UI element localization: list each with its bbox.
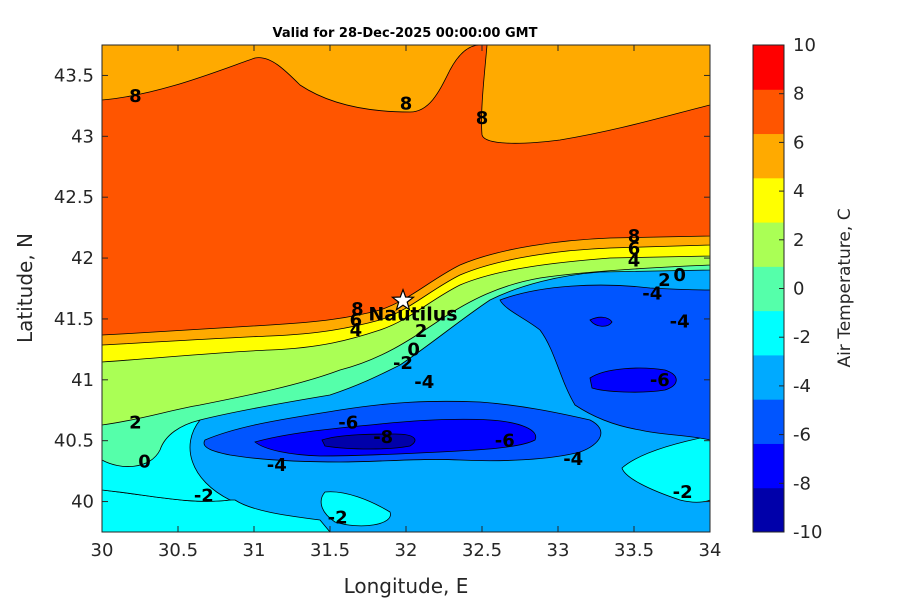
colorbar-tick-label: -10 bbox=[793, 522, 822, 543]
contour-label: 2 bbox=[129, 412, 142, 433]
x-tick-label: 34 bbox=[699, 540, 722, 561]
station-star-icon bbox=[390, 287, 416, 312]
x-tick-label: 32 bbox=[395, 540, 418, 561]
colorbar-swatch bbox=[753, 443, 784, 489]
contour-label: 2 bbox=[658, 270, 671, 291]
colorbar-tick-label: 4 bbox=[793, 181, 804, 202]
contour-label: -4 bbox=[414, 372, 434, 393]
contour-label: 2 bbox=[415, 321, 428, 342]
contour-label: 0 bbox=[138, 451, 151, 472]
colorbar-tick-label: -4 bbox=[793, 376, 811, 397]
contour-label: -4 bbox=[670, 311, 690, 332]
contour-label: -4 bbox=[642, 283, 662, 304]
contour-label: 0 bbox=[673, 265, 686, 286]
contour-label: -2 bbox=[328, 507, 348, 528]
contour-band-minus6-east bbox=[499, 284, 710, 441]
colorbar-swatch bbox=[753, 310, 784, 356]
station-label: Nautilus bbox=[368, 304, 457, 326]
y-tick-label: 42 bbox=[71, 248, 94, 269]
contour-label: -6 bbox=[495, 431, 515, 452]
colorbar-tick-label: 8 bbox=[793, 84, 804, 105]
y-tick-label: 41 bbox=[71, 370, 94, 391]
contour-label: -2 bbox=[393, 353, 413, 374]
y-tick-label: 40 bbox=[71, 492, 94, 513]
contour-plot-area bbox=[102, 45, 710, 532]
contour-band-minus8-small bbox=[589, 316, 613, 327]
colorbar-tick-label: -8 bbox=[793, 473, 811, 494]
y-tick-label: 40.5 bbox=[54, 431, 94, 452]
colorbar-swatch bbox=[753, 45, 784, 90]
contour-band-minus2-island bbox=[320, 491, 391, 527]
x-tick-label: 33 bbox=[547, 540, 570, 561]
contour-label: 8 bbox=[400, 93, 413, 114]
contour-label: 0 bbox=[407, 339, 420, 360]
colorbar-swatch bbox=[753, 399, 784, 444]
colorbar-tick-label: -6 bbox=[793, 425, 811, 446]
contour-band-minus10 bbox=[321, 433, 416, 450]
colorbar-tick-label: 10 bbox=[793, 35, 816, 56]
contour-label: 6 bbox=[628, 238, 641, 259]
contour-label: -6 bbox=[650, 370, 670, 391]
y-tick-label: 43 bbox=[71, 126, 94, 147]
contour-band-8 bbox=[102, 45, 710, 336]
colorbar-swatch bbox=[753, 487, 784, 533]
x-tick-label: 31 bbox=[243, 540, 266, 561]
x-tick-label: 30.5 bbox=[158, 540, 198, 561]
contour-label: -8 bbox=[373, 427, 393, 448]
contour-label: 8 bbox=[628, 226, 641, 247]
contour-label: -2 bbox=[673, 482, 693, 503]
contour-band-minus2-se bbox=[621, 435, 710, 503]
contour-label: 8 bbox=[351, 299, 364, 320]
x-tick-label: 31.5 bbox=[310, 540, 350, 561]
x-tick-label: 32.5 bbox=[462, 540, 502, 561]
contour-label: -4 bbox=[563, 449, 583, 470]
y-axis-label: Latitude, N bbox=[13, 233, 37, 343]
contour-label: 8 bbox=[129, 86, 142, 107]
colorbar-tick-label: 2 bbox=[793, 230, 804, 251]
x-axis-ticks: 30 30.5 31 31.5 32 32.5 33 33.5 34 bbox=[91, 45, 722, 561]
colorbar: -10 -8 -6 -4 -2 0 2 4 6 8 10 bbox=[752, 35, 822, 543]
x-tick-label: 33.5 bbox=[614, 540, 654, 561]
y-tick-label: 41.5 bbox=[54, 309, 94, 330]
contour-label: 4 bbox=[350, 320, 363, 341]
colorbar-swatch bbox=[753, 354, 784, 400]
station-marker-group: Nautilus bbox=[368, 287, 458, 326]
colorbar-tick-label: -2 bbox=[793, 327, 811, 348]
contour-label: 4 bbox=[628, 250, 641, 271]
colorbar-swatch bbox=[753, 89, 784, 135]
colorbar-swatch bbox=[753, 266, 784, 312]
colorbar-swatch bbox=[753, 177, 784, 223]
colorbar-swatch bbox=[753, 133, 784, 179]
colorbar-swatch bbox=[753, 222, 784, 267]
contour-band-minus8-east bbox=[589, 367, 677, 393]
y-tick-label: 42.5 bbox=[54, 187, 94, 208]
contour-label: -4 bbox=[267, 455, 287, 476]
y-tick-label: 43.5 bbox=[54, 65, 94, 86]
contour-label: -2 bbox=[194, 485, 214, 506]
x-axis-label: Longitude, E bbox=[344, 574, 469, 598]
chart-title: Valid for 28-Dec-2025 00:00:00 GMT bbox=[273, 26, 538, 41]
colorbar-label: Air Temperature, C bbox=[835, 208, 855, 367]
colorbar-tick-label: 6 bbox=[793, 132, 804, 153]
contour-label: 8 bbox=[476, 108, 489, 129]
contour-label: -6 bbox=[338, 412, 358, 433]
contour-label: 6 bbox=[350, 310, 363, 331]
colorbar-tick-label: 0 bbox=[793, 279, 804, 300]
x-tick-label: 30 bbox=[91, 540, 114, 561]
